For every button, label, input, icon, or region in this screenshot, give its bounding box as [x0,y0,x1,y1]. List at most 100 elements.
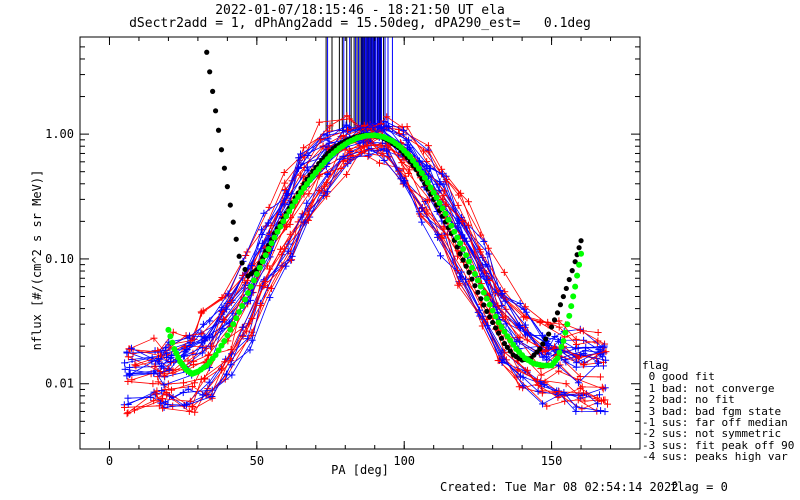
data-marker [498,301,506,309]
data-marker [239,323,247,331]
data-marker [602,348,610,356]
data-marker [342,121,350,129]
fit-marker-green [460,246,467,253]
data-curve [161,144,598,402]
fit-marker-black [576,245,582,251]
data-marker [440,187,448,195]
fit-marker-green [250,277,257,284]
data-marker [519,382,527,390]
data-marker [455,216,463,224]
data-marker [454,201,462,209]
data-marker [464,221,472,229]
data-marker [462,275,470,283]
fit-marker-black [560,293,566,300]
data-marker [186,338,194,346]
fit-marker-black [501,340,508,347]
data-marker [400,126,408,134]
data-marker [127,344,135,352]
fit-marker-black [466,269,472,275]
fit-marker-green [471,271,478,278]
data-marker [148,354,156,362]
data-marker [124,409,132,417]
data-marker [281,245,289,253]
data-marker [497,349,505,357]
data-marker [179,389,187,397]
data-marker [596,373,604,381]
data-marker [581,397,589,405]
data-marker [325,127,333,135]
legend-item: 2 bad: no fit [642,393,735,407]
fit-marker-black [578,238,584,244]
fit-marker-green [224,332,231,339]
data-marker [521,321,529,329]
data-curve [127,137,604,390]
data-marker [324,135,332,143]
data-curve [160,148,601,411]
data-marker [454,281,462,289]
fit-marker-green [454,234,461,241]
data-marker [123,410,131,418]
data-marker [154,378,162,386]
data-marker [463,237,471,245]
data-marker [159,395,167,403]
data-marker [188,382,196,390]
fit-marker-green [289,203,296,210]
data-marker [482,260,490,268]
data-marker [121,365,129,373]
data-marker [295,154,303,162]
fit-marker-green [227,326,234,333]
fit-marker-green [424,179,431,186]
data-marker [166,358,174,366]
fit-marker-green [566,312,573,319]
fit-marker-green [451,228,458,235]
data-marker [131,406,139,414]
fit-marker-green [292,198,299,205]
data-marker [494,302,502,310]
data-marker [600,342,608,350]
data-marker [277,245,285,253]
data-marker [300,144,308,152]
legend-item: -1 sus: far off median [642,416,788,430]
fit-marker-black [481,302,487,308]
data-marker [375,159,383,167]
data-marker [516,324,524,332]
data-marker [425,148,433,156]
data-marker [281,179,289,187]
data-marker [155,358,163,366]
data-marker [121,359,129,367]
fit-marker-black [495,330,502,336]
legend-item: -3 sus: fit peak off 90 [642,438,795,452]
data-marker [303,163,311,171]
data-layer [120,37,612,418]
data-marker [602,356,610,364]
fit-marker-green [469,264,475,271]
data-marker [221,375,229,383]
fit-marker-green [556,349,563,356]
data-marker [574,379,582,387]
data-marker [339,126,347,134]
data-marker [150,388,158,396]
fit-marker-green [277,223,284,230]
data-marker [576,384,584,392]
data-marker [381,117,389,125]
data-marker [201,375,209,383]
data-marker [221,316,229,324]
data-marker [520,313,528,321]
data-marker [280,169,288,177]
fit-marker-green [568,303,575,310]
data-marker [572,345,580,353]
data-marker [417,212,425,220]
data-marker [464,198,472,206]
fit-marker-green [572,283,579,290]
data-marker [246,346,254,354]
data-marker [418,218,426,226]
data-curve [129,123,606,375]
fit-marker-green [558,343,565,350]
y-tick-label: 0.01 [45,377,74,391]
data-marker [199,391,207,399]
data-curve [132,134,602,364]
data-marker [179,379,187,387]
fit-marker-black [492,325,499,331]
data-marker [227,361,235,369]
